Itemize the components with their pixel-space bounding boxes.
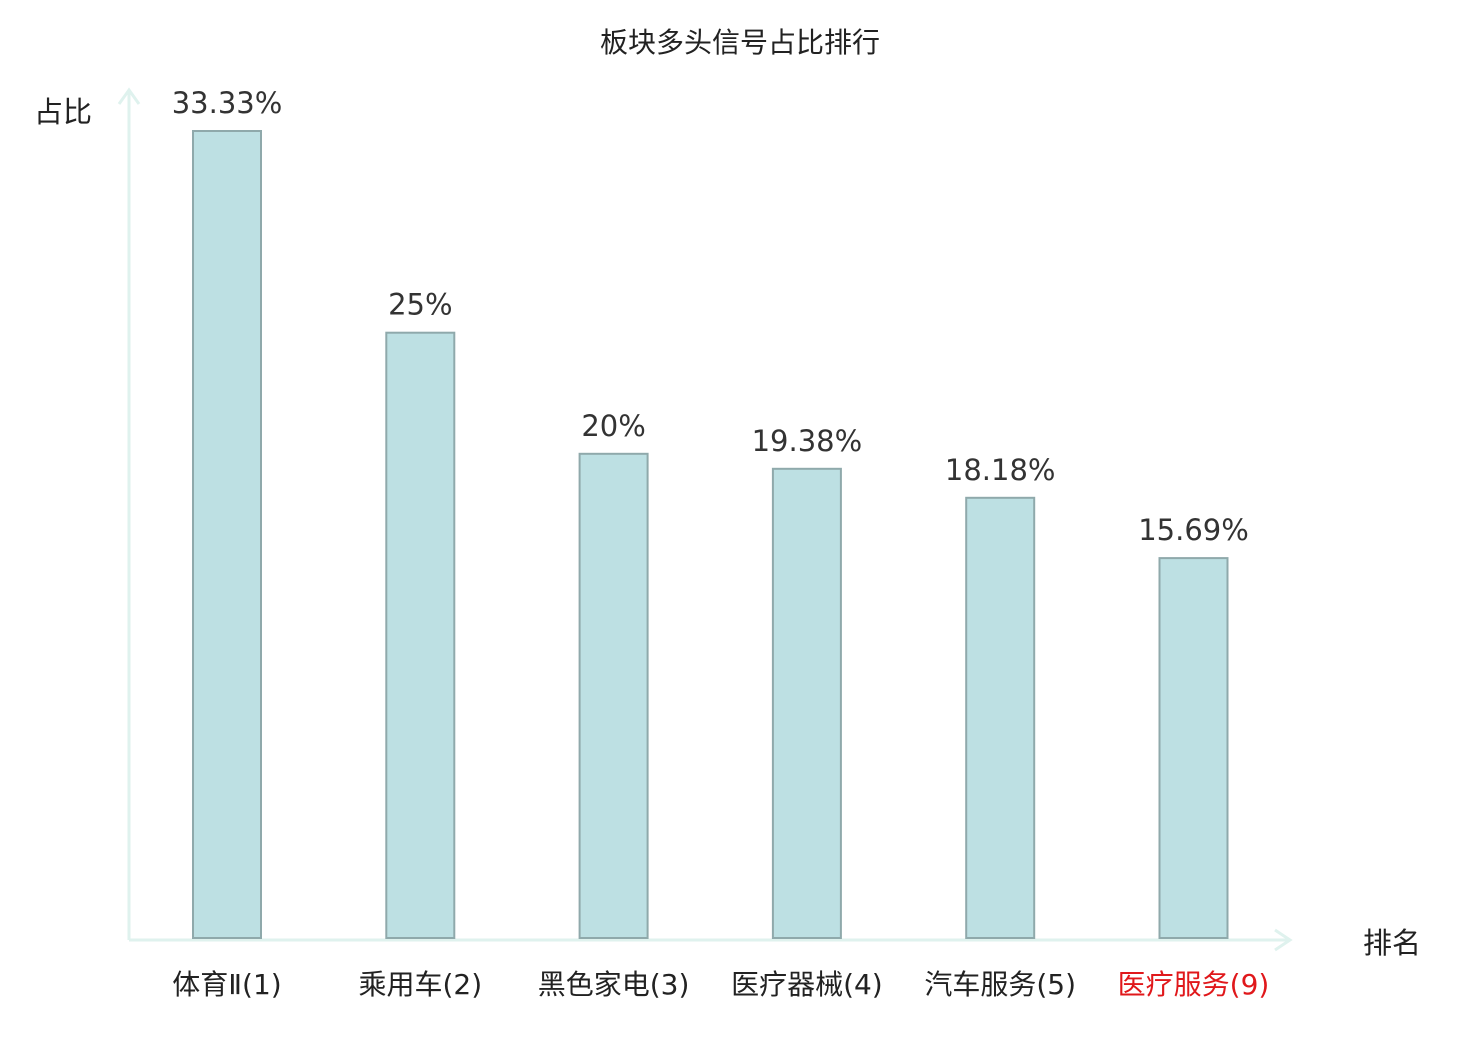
bar (578, 452, 649, 939)
value-labels-group: 33.33% 25% 20% 19.38% 18.18% 15.69% (172, 86, 1249, 547)
bar (385, 331, 456, 939)
x-axis-label: 排名 (1363, 926, 1421, 960)
x-tick-label: 乘用车(2) (358, 968, 482, 1001)
bar-value-label: 15.69% (1138, 513, 1249, 547)
bar-value-label: 19.38% (752, 424, 863, 458)
y-axis-label: 占比 (34, 95, 92, 129)
bar-value-label: 18.18% (945, 453, 1056, 487)
bar-value-label: 20% (581, 409, 645, 443)
bar (1158, 557, 1229, 939)
x-tick-label: 黑色家电(3) (538, 968, 690, 1001)
x-tick-label: 体育Ⅱ(1) (172, 968, 281, 1001)
bar (771, 467, 842, 939)
x-tick-label: 汽车服务(5) (924, 968, 1076, 1001)
x-tick-label: 医疗器械(4) (731, 968, 883, 1001)
bar (192, 130, 262, 939)
category-labels-group: 体育Ⅱ(1) 乘用车(2) 黑色家电(3) 医疗器械(4) 汽车服务(5) 医疗服务(9) (172, 968, 1269, 1001)
x-axis-arrow (1274, 928, 1293, 952)
bar-value-label: 33.33% (172, 86, 283, 120)
y-axis-arrow (117, 87, 141, 105)
bar (965, 496, 1036, 939)
bars-group (192, 130, 1229, 939)
x-tick-label: 医疗服务(9) (1118, 968, 1270, 1001)
chart-title: 板块多头信号占比排行 (600, 26, 880, 59)
axes (117, 87, 1293, 952)
bar-value-label: 25% (388, 288, 452, 322)
